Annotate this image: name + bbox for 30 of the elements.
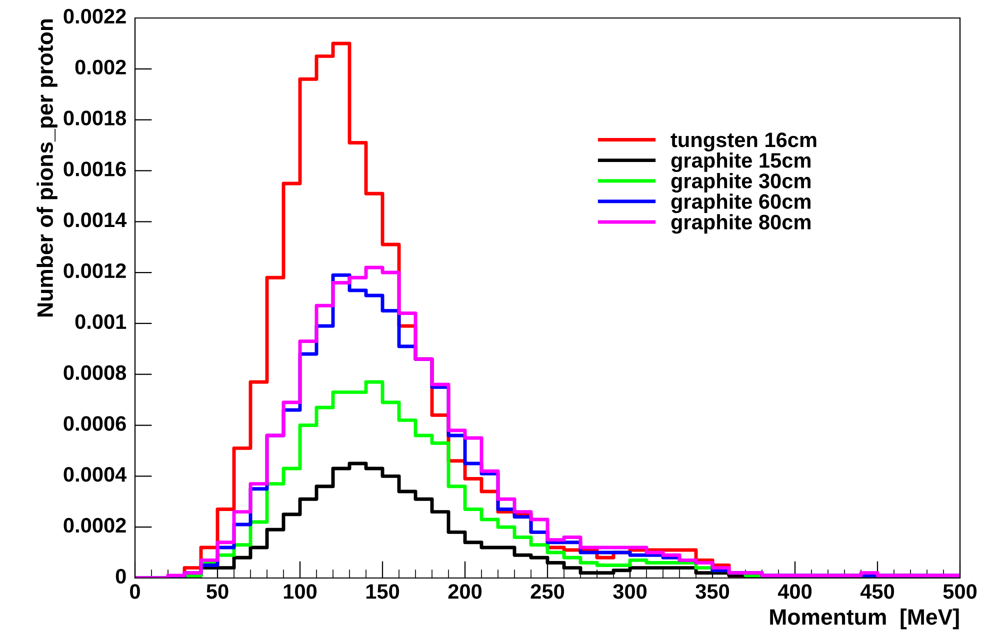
x-tick-label: 400 xyxy=(778,584,812,599)
y-tick-label: 0.0022 xyxy=(64,8,126,24)
y-tick-label: 0.0016 xyxy=(64,162,126,176)
y-axis-title: Number of pions_per proton xyxy=(36,19,58,316)
x-tick-label: 50 xyxy=(206,584,228,599)
x-axis-title: Momentum [MeV] xyxy=(770,608,959,630)
y-tick-label: 0.0014 xyxy=(64,212,127,228)
legend-label: tungsten 16cm xyxy=(670,132,816,152)
x-tick-label: 450 xyxy=(860,584,894,599)
y-tick-label: 0.0012 xyxy=(64,263,126,278)
y-tick-label: 0.0006 xyxy=(64,416,126,431)
x-tick-label: 150 xyxy=(366,584,400,599)
y-tick-label: 0 xyxy=(116,568,126,584)
y-tick-label: 0.001 xyxy=(75,314,126,330)
x-tick-label: 100 xyxy=(284,584,317,599)
x-tick-label: 0 xyxy=(130,584,140,599)
y-tick-label: 0.0008 xyxy=(64,365,126,380)
legend-label: graphite 60cm xyxy=(671,194,810,214)
x-tick-label: 500 xyxy=(943,584,977,599)
legend-label: graphite 30cm xyxy=(671,173,810,193)
y-tick-label: 0.0004 xyxy=(64,467,127,482)
x-tick-label: 200 xyxy=(448,584,482,599)
legend-label: graphite 15cm xyxy=(671,152,810,172)
y-tick-label: 0.002 xyxy=(75,60,126,74)
legend-label: graphite 80cm xyxy=(671,214,810,234)
y-tick-label: 0.0002 xyxy=(64,518,126,533)
x-tick-label: 300 xyxy=(613,584,647,599)
x-tick-label: 350 xyxy=(696,584,730,599)
x-tick-label: 250 xyxy=(530,584,564,599)
y-tick-label: 0.0018 xyxy=(64,110,126,126)
